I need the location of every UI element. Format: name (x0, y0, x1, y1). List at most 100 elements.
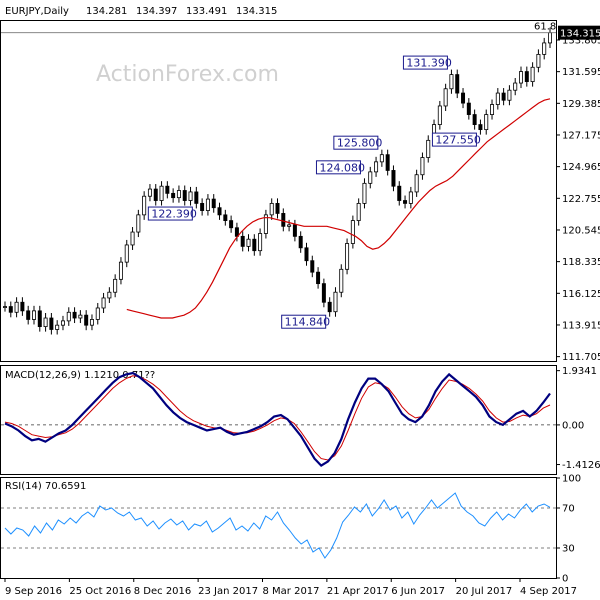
price-tick-label: 116.125 (562, 289, 600, 300)
price-candle (263, 214, 268, 234)
fib-label: 61.8 (534, 22, 556, 33)
annotation-box (402, 55, 448, 70)
rsi-tick-label: 30 (562, 544, 575, 555)
last-price-box (558, 25, 600, 40)
macd-tick-label: 1.9341 (562, 366, 597, 377)
price-candle (182, 190, 187, 201)
ohlc-close: 134.315 (236, 6, 277, 17)
price-candle (60, 320, 65, 326)
price-candle (89, 319, 94, 326)
price-candle (252, 238, 257, 252)
price-candle (536, 53, 541, 68)
ohlc-high: 134.397 (136, 6, 177, 17)
rsi-line (4, 492, 551, 559)
annotation-label: 125.800 (337, 137, 383, 150)
annotation-box (281, 314, 327, 329)
price-candle (229, 220, 234, 229)
annotation-label: 124.080 (319, 161, 365, 174)
price-candle (350, 220, 355, 244)
annotation-label: 122.390 (151, 208, 197, 221)
price-candle (136, 214, 141, 233)
price-candle (246, 238, 251, 247)
rsi-tick-label: 100 (562, 474, 581, 485)
price-candle (200, 202, 205, 211)
rsi-panel (0, 477, 557, 579)
price-candle (414, 174, 419, 193)
ohlc-open: 134.281 (86, 6, 127, 17)
price-tick-label: 113.915 (562, 320, 600, 331)
price-candle (14, 301, 19, 313)
price-candle (472, 114, 477, 125)
price-candle (101, 297, 106, 309)
price-candle (142, 195, 147, 216)
price-candle (194, 191, 199, 204)
price-candle (374, 161, 379, 173)
price-candle (72, 311, 77, 319)
price-candle (287, 224, 292, 227)
price-candle (234, 227, 239, 237)
price-candle (321, 283, 326, 303)
price-candle (281, 213, 286, 227)
price-candle (84, 314, 89, 326)
price-candle (31, 310, 36, 320)
price-tick-label: 120.545 (562, 225, 600, 236)
price-tick-label: 129.385 (562, 99, 600, 110)
price-tick-label: 111.705 (562, 352, 600, 363)
price-candle (501, 92, 506, 101)
price-candle (478, 124, 483, 131)
price-candle (171, 192, 176, 199)
x-tick-label: 8 Mar 2017 (263, 586, 320, 597)
price-candle (43, 317, 48, 328)
price-candle (113, 278, 118, 293)
price-candle (316, 271, 321, 285)
price-candle (8, 306, 13, 313)
annotation-box (431, 132, 477, 147)
annotation-box (315, 160, 361, 175)
price-candle (403, 200, 408, 204)
x-tick-label: 21 Apr 2017 (327, 586, 389, 597)
price-candle (275, 202, 280, 214)
macd-tick-label: 0.00 (562, 420, 584, 431)
price-candle (443, 88, 448, 107)
macd-title: MACD(12,26,9) 1.1210 0.71?? (5, 370, 155, 381)
rsi-tick-label: 70 (562, 504, 575, 515)
price-candle (298, 235, 303, 249)
price-candle (78, 314, 83, 319)
price-candle (205, 198, 210, 211)
price-candle (542, 42, 547, 55)
price-candle (269, 202, 274, 216)
price-candle (217, 207, 222, 216)
annotation-label: 114.840 (285, 316, 331, 329)
price-candle (26, 310, 31, 320)
price-candle (292, 224, 297, 237)
price-candle (391, 170, 396, 187)
symbol-label: EURJPY,Daily (5, 6, 69, 17)
price-candle (530, 66, 535, 83)
last-price-label: 134.315 (560, 29, 600, 40)
macd-panel (0, 365, 557, 475)
price-candle (124, 244, 129, 263)
price-candle (211, 198, 216, 209)
price-candle (223, 214, 228, 221)
price-candle (548, 32, 552, 44)
price-candle (327, 301, 332, 313)
price-candle (362, 182, 367, 204)
price-candle (449, 74, 454, 90)
price-candle (147, 188, 152, 197)
price-candle (333, 291, 338, 313)
price-candle (368, 171, 373, 184)
x-tick-label: 6 Jun 2017 (391, 586, 445, 597)
price-candle (37, 310, 42, 328)
price-candle (345, 243, 350, 270)
price-candle (455, 74, 460, 94)
price-candle (519, 71, 524, 84)
annotation-label: 131.390 (406, 57, 452, 70)
price-tick-label: 122.755 (562, 194, 600, 205)
price-candle (437, 105, 442, 125)
x-tick-label: 20 Jul 2017 (456, 586, 513, 597)
price-candle (466, 102, 471, 115)
price-candle (153, 188, 158, 201)
price-tick-label: 124.965 (562, 162, 600, 173)
price-tick-label: 118.335 (562, 257, 600, 268)
